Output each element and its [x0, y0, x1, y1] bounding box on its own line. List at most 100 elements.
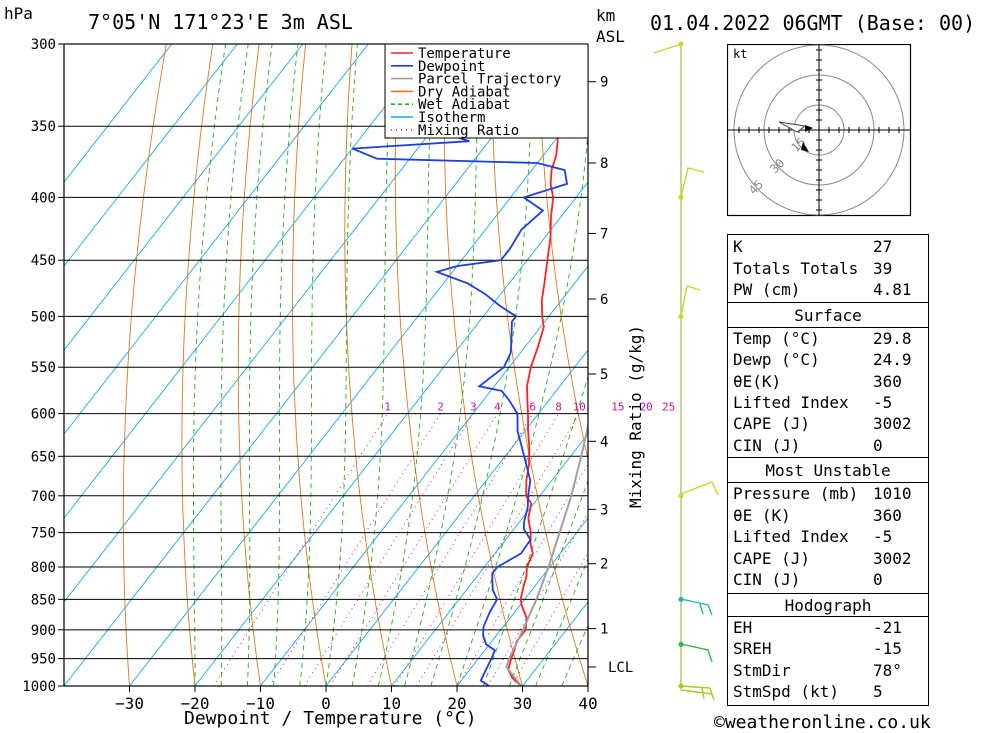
height-tick-label: 5 — [600, 367, 608, 383]
surface-index-value: 360 — [873, 371, 902, 391]
general-index-row: Totals Totals 39 — [728, 259, 928, 281]
height-tick-label: LCL — [608, 660, 633, 676]
isotherm-line — [129, 97, 588, 686]
dry-adiabat-line — [122, 44, 167, 686]
mu-index-value: 360 — [873, 505, 902, 525]
mu-index-label: Lifted Index — [733, 527, 849, 546]
hodo-index-value: 78° — [873, 660, 902, 680]
location-title: 7°05'N 171°23'E 3m ASL — [88, 10, 353, 34]
legend-label: Isotherm — [418, 110, 485, 126]
wind-barb — [680, 685, 715, 701]
hodo-index-value: -15 — [873, 639, 902, 659]
datetime-title: 01.04.2022 06GMT (Base: 00) — [650, 11, 976, 35]
isotherm-line — [64, 44, 369, 435]
surface-index-value: 29.8 — [873, 329, 912, 348]
hodo-index-label: StmDir — [733, 660, 791, 680]
isotherm-line — [64, 44, 566, 686]
hodograph-unit: kt — [733, 47, 747, 61]
mixing-ratio-label: 3 — [470, 401, 477, 414]
pressure-tick-label: 1000 — [22, 679, 56, 695]
hodo-index-value: -21 — [873, 618, 902, 637]
wind-barb — [680, 598, 713, 616]
wind-barb — [680, 643, 713, 663]
wet-adiabat-line — [508, 479, 588, 686]
pressure-tick-label: 300 — [31, 37, 56, 53]
general-index-value: 4.81 — [873, 280, 912, 299]
mixing-ratio-line — [366, 413, 534, 686]
dry-adiabat-line — [292, 44, 327, 686]
surface-index-row: Lifted Index -5 — [728, 393, 928, 415]
pressure-tick-label: 950 — [31, 652, 56, 668]
pressure-tick-label: 350 — [31, 119, 56, 135]
wind-barb — [653, 43, 682, 54]
surface-index-row: CIN (J) 0 — [728, 436, 928, 458]
mixing-ratio-label: 10 — [573, 401, 586, 414]
asl-unit-label: ASL — [596, 27, 625, 46]
temperature-tick-label: 20 — [447, 694, 466, 713]
general-index-value: 39 — [873, 258, 893, 278]
wet-adiabat-line — [456, 127, 588, 686]
dry-adiabat-line — [583, 44, 588, 111]
mixing-ratio-label: 2 — [437, 401, 444, 414]
hodo-index-row: StmDir 78° — [728, 661, 928, 683]
indices-general-box: K 27 Totals Totals 39 PW (cm) 4.81 — [727, 234, 929, 303]
legend-label: Mixing Ratio — [418, 123, 519, 139]
wind-barb-dot — [678, 194, 684, 200]
mixing-ratio-label: 8 — [555, 401, 562, 414]
isotherm-line — [64, 44, 173, 183]
isotherm-line — [391, 433, 588, 686]
pressure-tick-label: 400 — [31, 190, 56, 206]
height-tick-label: 3 — [600, 502, 608, 518]
wind-barb-dot — [678, 493, 684, 499]
height-tick-label: 2 — [600, 557, 608, 573]
temperature-tick-label: −10 — [246, 694, 275, 713]
wet-adiabat-line — [246, 44, 273, 686]
temperature-tick-label: 0 — [321, 694, 331, 713]
hodograph-storm-marker — [805, 125, 813, 132]
wet-adiabat-line — [377, 44, 434, 686]
isotherm-line — [64, 44, 435, 519]
surface-index-row: Temp (°C) 29.8 — [728, 329, 928, 351]
hodograph-stats-title: Hodograph — [784, 596, 872, 615]
legend-label: Temperature — [418, 46, 511, 62]
isotherm-line — [260, 265, 588, 686]
temperature-tick-label: 40 — [578, 694, 597, 713]
mixing-ratio-label: 15 — [611, 401, 624, 414]
footer-credit[interactable]: ©weatheronline.co.uk — [714, 712, 931, 733]
wet-adiabat-line — [351, 44, 394, 686]
isotherm-line — [64, 44, 238, 267]
hodo-index-row: StmSpd (kt) 5 — [728, 682, 928, 704]
dry-adiabat-line — [181, 44, 214, 686]
mu-index-row: CAPE (J) 3002 — [728, 549, 928, 571]
pressure-tick-label: 550 — [31, 360, 56, 376]
surface-index-label: θE(K) — [733, 371, 782, 391]
surface-index-label: CAPE (J) — [733, 414, 811, 434]
surface-index-row: θE(K) 360 — [728, 372, 928, 394]
temperature-tick-label: −20 — [181, 694, 210, 713]
most-unstable-title: Most Unstable — [765, 461, 891, 480]
hodograph-trace — [778, 121, 807, 133]
wind-barb-dot — [678, 641, 684, 647]
pressure-tick-label: 600 — [31, 407, 56, 423]
surface-box: Surface Temp (°C) 29.8 Dewp (°C) 24.9 θE(K) 3… — [727, 302, 929, 458]
hodo-index-row: EH -21 — [728, 618, 928, 640]
surface-index-row: CAPE (J) 3002 — [728, 414, 928, 436]
mu-index-value: 3002 — [873, 548, 912, 568]
pressure-tick-label: 650 — [31, 449, 56, 465]
isotherm-line — [325, 349, 588, 686]
height-tick-label: 4 — [600, 434, 608, 450]
general-index-label: K — [733, 237, 743, 256]
height-tick-label: 7 — [600, 226, 608, 242]
height-tick-label: 1 — [600, 622, 608, 638]
wind-barb — [680, 481, 719, 496]
height-tick-label: 8 — [600, 156, 608, 172]
hodograph-stats-box: Hodograph EH -21 SREH -15 StmDir 78° StmSpd (k… — [727, 593, 929, 706]
isotherm-line — [64, 44, 304, 351]
hodograph-mean-wind-marker — [801, 142, 809, 152]
mu-index-row: Pressure (mb) 1010 — [728, 484, 928, 506]
mixing-ratio-label: 20 — [640, 401, 653, 414]
mixing-ratio-line — [511, 551, 588, 686]
wind-barb — [680, 285, 701, 317]
